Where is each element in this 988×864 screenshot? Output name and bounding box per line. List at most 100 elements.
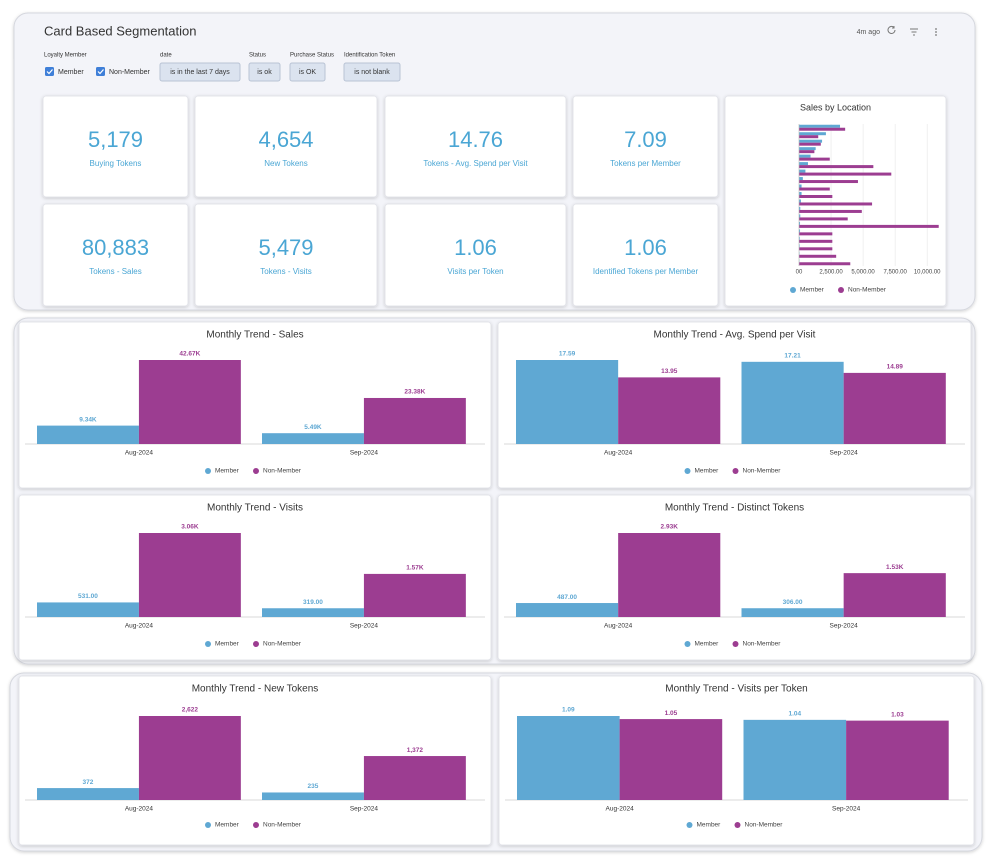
kpi-value: 1.06 <box>454 235 497 260</box>
data-label: 9.34K <box>79 416 97 423</box>
bar <box>799 187 830 191</box>
legend-marker <box>684 468 691 474</box>
bar <box>799 162 808 166</box>
chart-title: Monthly Trend - Visits <box>207 503 303 514</box>
chart-title: Monthly Trend - Distinct Tokens <box>665 503 804 514</box>
bar <box>843 372 946 444</box>
legend-label: Non-Member <box>263 641 302 648</box>
legend-marker <box>686 822 693 828</box>
data-label: 17.59 <box>559 351 576 358</box>
data-label: 5.49K <box>304 424 322 431</box>
updated-time: 4m ago <box>857 29 880 36</box>
data-label: 2.93K <box>661 524 679 531</box>
x-tick-label: Sep-2024 <box>350 450 379 457</box>
kpi-value: 5,179 <box>88 127 143 152</box>
filter-chip[interactable] <box>343 62 401 82</box>
filter-chip[interactable] <box>159 62 241 82</box>
bar <box>37 602 139 617</box>
kpi-label: Tokens - Visits <box>260 267 311 276</box>
data-label: 1.57K <box>406 565 424 572</box>
filter-chip[interactable] <box>248 62 281 82</box>
chart-title: Monthly Trend - Sales <box>206 330 303 341</box>
x-tick-label: Sep-2024 <box>830 450 859 457</box>
filter-chip[interactable] <box>289 62 326 82</box>
data-label: 372 <box>83 779 94 786</box>
bar <box>799 254 837 258</box>
filter-icon[interactable] <box>910 28 918 36</box>
x-tick-label: Aug-2024 <box>604 450 633 457</box>
bar <box>846 720 949 800</box>
kpi-label: Identified Tokens per Member <box>593 267 699 276</box>
bar <box>799 154 811 158</box>
bar <box>262 608 364 617</box>
legend-marker <box>253 468 259 474</box>
legend-label: Non-Member <box>743 641 782 648</box>
chart-title: Monthly Trend - New Tokens <box>192 684 319 695</box>
filter-chip-value: is not blank <box>354 69 390 76</box>
legend-marker <box>205 822 211 828</box>
kpi-value: 1.06 <box>624 235 667 260</box>
kpi-label: New Tokens <box>264 159 307 168</box>
bar <box>799 127 846 131</box>
data-label: 235 <box>308 783 319 790</box>
card <box>18 494 492 661</box>
chart-title: Monthly Trend - Avg. Spend per Visit <box>654 330 816 341</box>
card <box>384 203 567 307</box>
data-label: 17.21 <box>784 353 801 360</box>
bar <box>799 139 823 143</box>
legend-label: Member <box>215 468 240 475</box>
data-label: 1,372 <box>407 747 424 754</box>
bar <box>799 206 801 210</box>
legend-marker <box>205 641 211 647</box>
bar <box>517 716 620 800</box>
data-label: 1.05 <box>665 710 678 717</box>
data-label: 1.09 <box>562 707 575 714</box>
legend-marker <box>838 287 844 293</box>
legend-label: Non-Member <box>263 468 302 475</box>
more-icon[interactable] <box>935 28 937 36</box>
bar <box>799 209 862 213</box>
bar <box>799 132 826 136</box>
x-tick-label: Aug-2024 <box>125 623 154 630</box>
kpi-label: Buying Tokens <box>90 159 142 168</box>
data-label: 319.00 <box>303 599 323 606</box>
data-label: 13.95 <box>661 368 678 375</box>
bar <box>799 239 833 243</box>
dashboard-title: Card Based Segmentation <box>44 23 196 38</box>
filter-label: date <box>160 53 172 59</box>
reload-icon[interactable] <box>887 25 896 34</box>
bar <box>799 262 851 266</box>
kpi-value: 7.09 <box>624 127 667 152</box>
bar <box>262 792 364 800</box>
checkbox[interactable] <box>96 67 105 76</box>
bar <box>619 719 723 800</box>
bar <box>799 157 830 161</box>
filter-label: Loyalty Member <box>44 53 87 59</box>
checkbox[interactable] <box>45 67 54 76</box>
bar <box>799 184 802 188</box>
card <box>18 675 492 846</box>
filter-chip-value: is OK <box>299 69 316 76</box>
x-tick-label: Sep-2024 <box>832 806 861 813</box>
bar <box>843 573 946 617</box>
bar <box>799 224 939 228</box>
bar <box>799 244 800 248</box>
legend-marker <box>205 468 211 474</box>
card <box>572 95 719 198</box>
bar <box>799 177 803 181</box>
x-tick-label: 2,500.00 <box>819 270 843 276</box>
card <box>194 95 378 198</box>
x-tick-label: Aug-2024 <box>606 806 635 813</box>
legend-marker <box>732 641 739 647</box>
bar <box>799 236 800 240</box>
card <box>572 203 719 307</box>
x-tick-label: Aug-2024 <box>604 623 633 630</box>
bar <box>799 229 801 233</box>
bar <box>741 608 844 617</box>
bar <box>799 199 801 203</box>
kpi-label: Visits per Token <box>447 267 503 276</box>
card <box>18 321 492 489</box>
kpi-label: Tokens - Avg. Spend per Visit <box>423 159 528 168</box>
bar <box>37 425 139 444</box>
data-label: 3.06K <box>181 524 199 531</box>
